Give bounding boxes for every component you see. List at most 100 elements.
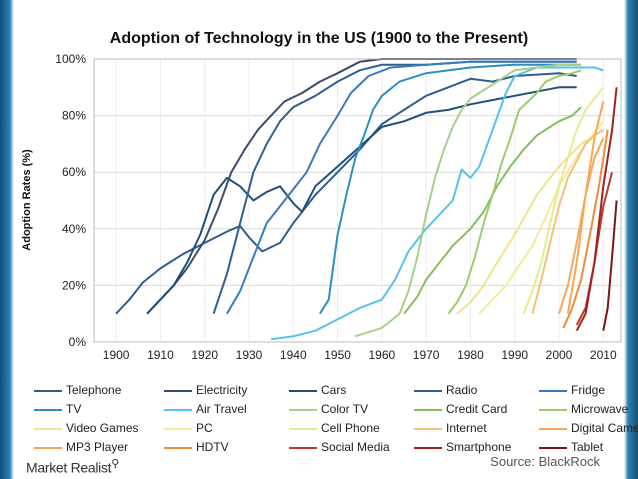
legend-swatch [539, 427, 567, 430]
x-tick-label: 1940 [280, 348, 307, 362]
x-tick-label: 2010 [590, 348, 617, 362]
legend-item-pc: PC [164, 421, 213, 437]
series-lines [115, 58, 618, 341]
legend-label: Digital Camera [571, 421, 638, 435]
gridlines [94, 58, 621, 343]
series-line-fridge [226, 60, 577, 315]
y-tick-label: 0% [69, 335, 87, 349]
legend-label: Credit Card [446, 402, 508, 416]
legend-item-digital-camera: Digital Camera [539, 421, 638, 437]
legend-swatch [289, 408, 317, 411]
x-tick-label: 1930 [236, 348, 263, 362]
y-tick-label: 100% [55, 52, 86, 66]
legend-swatch [34, 408, 62, 411]
legend-label: Microwave [571, 402, 629, 416]
legend-swatch [34, 389, 62, 392]
legend-swatch [414, 389, 442, 392]
legend-label: Color TV [321, 402, 369, 416]
legend-item-air-travel: Air Travel [164, 402, 247, 418]
legend-label: PC [196, 421, 213, 435]
legend-item-credit-card: Credit Card [414, 402, 507, 418]
legend-label: Air Travel [196, 402, 247, 416]
legend-item-video-games: Video Games [34, 421, 139, 437]
y-axis-label: Adoption Rates (%) [21, 149, 33, 251]
series-line-social-media [575, 171, 614, 326]
x-tick-label: 1910 [147, 348, 174, 362]
chart-title: Adoption of Technology in the US (1900 t… [110, 30, 528, 47]
x-tick-label: 1900 [103, 348, 130, 362]
legend-item-cell-phone: Cell Phone [289, 421, 380, 437]
series-line-radio [212, 60, 577, 315]
legend-label: Radio [446, 383, 478, 397]
legend-item-fridge: Fridge [539, 383, 605, 399]
legend-swatch [34, 446, 62, 449]
legend-swatch [289, 446, 317, 449]
legend-item-social-media: Social Media [289, 440, 390, 456]
x-tick-labels: 1900 1910 1920 1930 1940 1950 1960 1970 1980 1990… [103, 348, 617, 362]
legend-item-color-tv: Color TV [289, 402, 368, 418]
legend-swatch [164, 446, 192, 449]
source-note: Source: BlackRock [490, 454, 600, 469]
series-line-color-tv [354, 63, 582, 338]
series-line-tv [319, 63, 582, 315]
legend-label: Cars [321, 383, 347, 397]
legend-swatch [34, 427, 62, 430]
legend-label: Telephone [66, 383, 122, 397]
legend-label: HDTV [196, 440, 229, 454]
legend-item-tablet: Tablet [539, 440, 603, 456]
series-line-video-games [456, 128, 604, 315]
legend-label: Cell Phone [321, 421, 380, 435]
legend-swatch [539, 389, 567, 392]
series-line-mp3-player [566, 101, 605, 314]
legend-label: Social Media [321, 440, 390, 454]
legend-item-electricity: Electricity [164, 383, 247, 399]
plot-area [93, 58, 622, 343]
legend-item-radio: Radio [414, 383, 477, 399]
logo-text: Market Realist [26, 459, 112, 476]
x-tick-label: 1960 [369, 348, 396, 362]
series-line-air-travel [270, 66, 604, 341]
market-realist-logo: Market Realist⚲ [26, 457, 119, 476]
legend-item-mp3-player: MP3 Player [34, 440, 128, 456]
legend-item-hdtv: HDTV [164, 440, 229, 456]
x-tick-label: 1970 [413, 348, 440, 362]
chart-panel: Adoption of Technology in the US (1900 t… [14, 16, 638, 476]
series-line-microwave [447, 69, 582, 315]
legend-item-telephone: Telephone [34, 383, 121, 399]
legend-swatch [414, 446, 442, 449]
magnifier-icon: ⚲ [111, 458, 120, 470]
legend-swatch [164, 408, 192, 411]
y-tick-label: 20% [62, 278, 86, 292]
series-line-tablet [602, 200, 618, 331]
legend-label: Smartphone [446, 440, 512, 454]
series-line-smartphone [575, 87, 618, 332]
y-tick-label: 40% [62, 222, 86, 236]
legend-label: Tablet [571, 440, 604, 454]
y-tick-labels: 0% 20% 40% 60% 80% 100% [55, 52, 86, 349]
legend-swatch [289, 389, 317, 392]
legend-label: TV [66, 402, 82, 416]
series-line-digital-camera [558, 137, 605, 315]
series-line-cars [146, 86, 577, 315]
legend-item-internet: Internet [414, 421, 487, 437]
legend-swatch [539, 408, 567, 411]
legend-item-microwave: Microwave [539, 402, 628, 418]
x-tick-label: 1950 [324, 348, 351, 362]
legend-label: Video Games [66, 421, 139, 435]
legend-swatch [164, 427, 192, 430]
x-tick-label: 1920 [191, 348, 218, 362]
y-tick-label: 80% [62, 109, 86, 123]
series-line-pc [478, 120, 605, 315]
series-line-hdtv [562, 129, 609, 329]
legend-item-cars: Cars [289, 383, 346, 399]
legend-item-smartphone: Smartphone [414, 440, 511, 456]
legend-label: Electricity [196, 383, 248, 397]
legend-swatch [289, 427, 317, 430]
series-line-credit-card [403, 106, 582, 315]
legend-swatch [539, 446, 567, 449]
x-tick-label: 2000 [546, 348, 573, 362]
x-tick-label: 1990 [501, 348, 528, 362]
legend-swatch [414, 427, 442, 430]
x-tick-label: 1980 [457, 348, 484, 362]
